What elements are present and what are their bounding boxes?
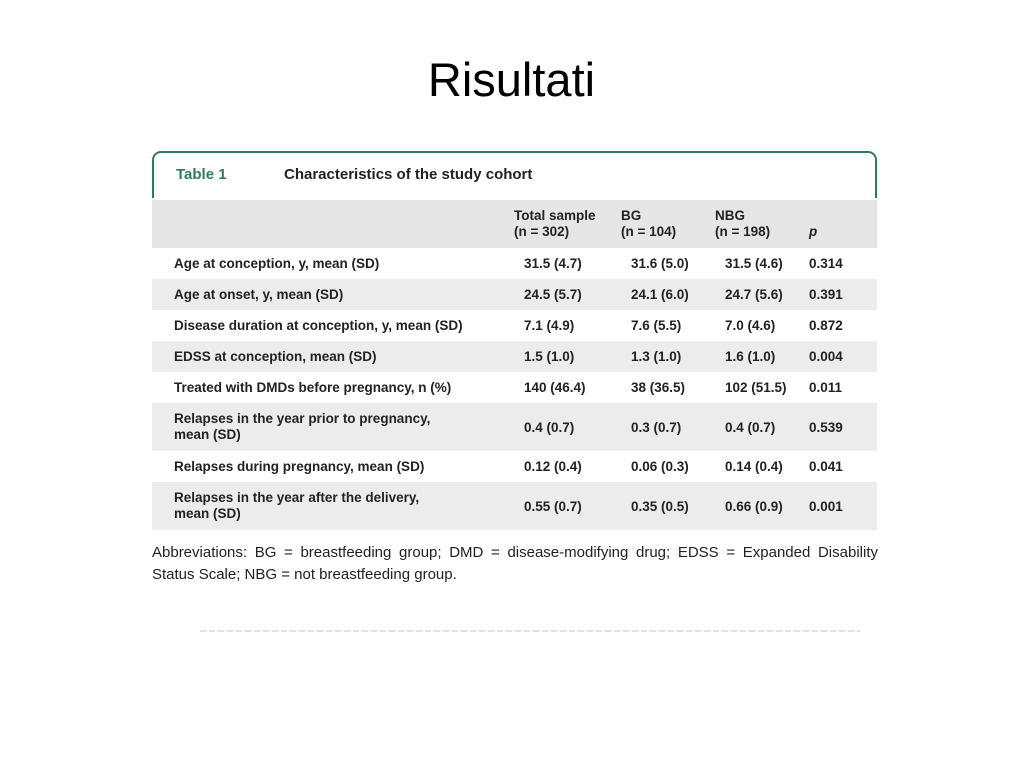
- cell-p: 0.872: [809, 318, 843, 333]
- cell-p: 0.314: [809, 256, 843, 271]
- row-label: Relapses in the year after the delivery,…: [174, 490, 420, 521]
- table-row: Age at conception, y, mean (SD) 31.5 (4.…: [152, 248, 877, 279]
- header-bg: BG (n = 104): [621, 208, 677, 239]
- cell-total: 7.1 (4.9): [524, 318, 575, 333]
- row-label: Age at onset, y, mean (SD): [174, 286, 344, 302]
- cell-p: 0.041: [809, 459, 843, 474]
- table-row: Relapses in the year prior to pregnancy,…: [152, 403, 877, 451]
- cell-total: 24.5 (5.7): [524, 287, 582, 302]
- cell-total: 0.4 (0.7): [524, 419, 575, 435]
- table-row: Treated with DMDs before pregnancy, n (%…: [152, 372, 877, 403]
- table-row: EDSS at conception, mean (SD) 1.5 (1.0) …: [152, 341, 877, 372]
- faint-divider: [200, 630, 860, 632]
- cell-total: 0.55 (0.7): [524, 498, 582, 514]
- table-caption: Characteristics of the study cohort: [284, 166, 533, 183]
- table-header-row: Total sample (n = 302) BG (n = 104) NBG (n …: [152, 200, 877, 248]
- cell-total: 1.5 (1.0): [524, 349, 575, 364]
- row-label: Age at conception, y, mean (SD): [174, 255, 380, 271]
- cell-p: 0.391: [809, 287, 843, 302]
- slide-title: Risultati: [427, 53, 596, 106]
- header-p: p: [809, 224, 818, 239]
- cell-p: 0.001: [809, 498, 843, 514]
- cell-nbg: 0.4 (0.7): [725, 419, 776, 435]
- table-row: Age at onset, y, mean (SD) 24.5 (5.7) 24…: [152, 279, 877, 310]
- row-label: Relapses during pregnancy, mean (SD): [174, 458, 425, 474]
- cell-nbg: 0.66 (0.9): [725, 498, 783, 514]
- cell-bg: 0.35 (0.5): [631, 498, 689, 514]
- cell-total: 31.5 (4.7): [524, 256, 582, 271]
- cell-nbg: 102 (51.5): [725, 380, 787, 395]
- cell-total: 0.12 (0.4): [524, 459, 582, 474]
- cell-p: 0.011: [809, 380, 843, 395]
- cohort-table: Total sample (n = 302) BG (n = 104) NBG (n …: [152, 200, 877, 530]
- header-empty: [152, 200, 514, 248]
- cell-nbg: 1.6 (1.0): [725, 349, 776, 364]
- row-label: Relapses in the year prior to pregnancy,…: [174, 411, 431, 442]
- cell-bg: 0.3 (0.7): [631, 419, 682, 435]
- cell-bg: 0.06 (0.3): [631, 459, 689, 474]
- cell-bg: 38 (36.5): [631, 380, 686, 395]
- header-total-sample: Total sample (n = 302): [514, 208, 596, 239]
- table-footnote: Abbreviations: BG = breastfeeding group;…: [152, 544, 878, 583]
- cell-nbg: 0.14 (0.4): [725, 459, 783, 474]
- cell-nbg: 7.0 (4.6): [725, 318, 776, 333]
- cell-p: 0.004: [809, 349, 843, 364]
- cell-p: 0.539: [809, 419, 843, 435]
- table-number: Table 1: [176, 166, 227, 183]
- table-header-box: Table 1 Characteristics of the study coh…: [152, 151, 877, 198]
- cell-total: 140 (46.4): [524, 380, 586, 395]
- cell-bg: 7.6 (5.5): [631, 318, 682, 333]
- cell-bg: 31.6 (5.0): [631, 256, 689, 271]
- row-label: Disease duration at conception, y, mean …: [174, 317, 463, 333]
- cell-nbg: 31.5 (4.6): [725, 256, 783, 271]
- row-label: EDSS at conception, mean (SD): [174, 348, 377, 364]
- cell-bg: 1.3 (1.0): [631, 349, 682, 364]
- table-row: Relapses in the year after the delivery,…: [152, 482, 877, 530]
- table-row: Disease duration at conception, y, mean …: [152, 310, 877, 341]
- row-label: Treated with DMDs before pregnancy, n (%…: [174, 379, 452, 395]
- header-nbg: NBG (n = 198): [715, 208, 771, 239]
- cell-bg: 24.1 (6.0): [631, 287, 689, 302]
- table-row: Relapses during pregnancy, mean (SD) 0.1…: [152, 451, 877, 482]
- cell-nbg: 24.7 (5.6): [725, 287, 783, 302]
